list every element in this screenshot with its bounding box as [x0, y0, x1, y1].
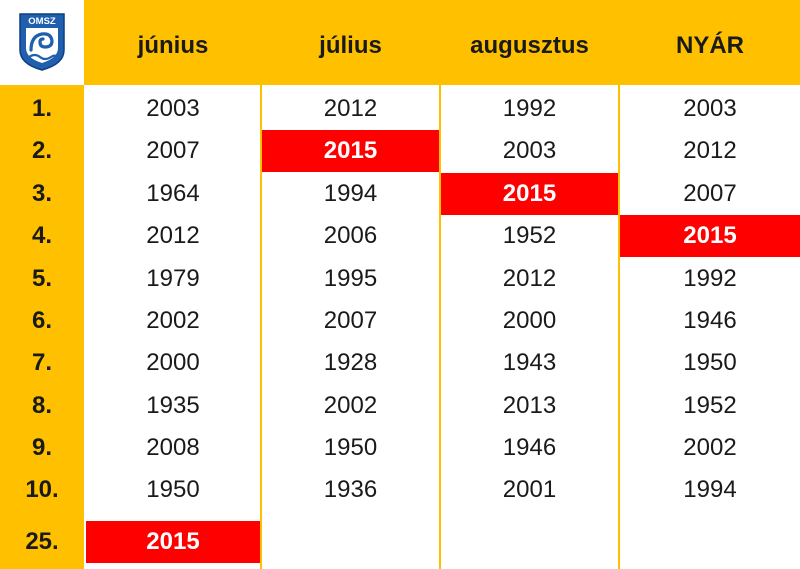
year-cell-june-5: 1979: [146, 265, 200, 292]
year-cell-july-4: 2006: [323, 222, 378, 249]
rank-label-2: 2.: [31, 137, 52, 164]
rank-label-6: 6.: [31, 307, 52, 334]
year-cell-august-7: 1943: [502, 349, 557, 376]
rank-label-4: 4.: [31, 222, 52, 249]
highlight-cell-june-25: 2015: [86, 521, 260, 563]
year-cell-july-10: 1936: [323, 476, 378, 503]
column-divider: [618, 85, 620, 569]
year-cell-august-2: 2003: [502, 137, 557, 164]
rank-label-25: 25.: [25, 528, 59, 555]
highlight-cell-summer-4: 2015: [620, 215, 800, 257]
year-cell-june-6: 2002: [146, 307, 200, 334]
header-summer: NYÁR: [675, 32, 744, 59]
omsz-logo: OMSZ: [19, 13, 65, 71]
year-cell-july-6: 2007: [323, 307, 378, 334]
year-cell-summer-1: 2003: [683, 95, 737, 122]
year-cell-june-1: 2003: [146, 95, 200, 122]
year-cell-june-8: 1935: [146, 392, 200, 419]
year-cell-june-9: 2008: [146, 434, 200, 461]
rank-label-9: 9.: [31, 434, 52, 461]
rank-label-1: 1.: [31, 95, 52, 122]
year-cell-summer-3: 2007: [683, 180, 737, 207]
year-cell-july-8: 2002: [323, 392, 378, 419]
logo-area: OMSZ: [0, 0, 84, 85]
year-cell-august-10: 2001: [502, 476, 557, 503]
highlight-cell-august-3: 2015: [441, 173, 618, 215]
year-cell-summer-6: 1946: [683, 307, 737, 334]
year-cell-summer-9: 2002: [683, 434, 737, 461]
year-cell-august-4: 1952: [502, 222, 557, 249]
rank-label-7: 7.: [31, 349, 52, 376]
rank-label-5: 5.: [31, 265, 52, 292]
year-cell-june-4: 2012: [146, 222, 200, 249]
rank-label-10: 10.: [25, 476, 59, 503]
year-cell-summer-5: 1992: [683, 265, 737, 292]
year-cell-summer-7: 1950: [683, 349, 737, 376]
year-cell-july-3: 1994: [323, 180, 378, 207]
rank-label-8: 8.: [31, 392, 52, 419]
header-august: augusztus: [470, 32, 589, 59]
rank-column: [0, 85, 84, 569]
highlight-cell-july-2: 2015: [262, 130, 439, 172]
logo-text: OMSZ: [28, 16, 56, 27]
year-cell-june-10: 1950: [146, 476, 200, 503]
year-cell-june-2: 2007: [146, 137, 200, 164]
year-cell-july-9: 1950: [323, 434, 378, 461]
year-cell-summer-10: 1994: [683, 476, 737, 503]
year-cell-august-1: 1992: [502, 95, 557, 122]
year-cell-july-1: 2012: [323, 95, 378, 122]
year-cell-august-8: 2013: [502, 392, 557, 419]
year-cell-summer-8: 1952: [683, 392, 737, 419]
year-cell-july-5: 1995: [323, 265, 378, 292]
year-cell-june-7: 2000: [146, 349, 200, 376]
year-cell-july-7: 1928: [323, 349, 378, 376]
year-cell-august-9: 1946: [502, 434, 557, 461]
year-cell-august-6: 2000: [502, 307, 557, 334]
header-july: július: [319, 32, 382, 59]
column-divider: [439, 85, 441, 569]
year-cell-august-5: 2012: [502, 265, 557, 292]
year-cell-june-3: 1964: [146, 180, 200, 207]
header-band: [84, 0, 800, 85]
column-divider: [260, 85, 262, 569]
rank-label-3: 3.: [31, 180, 52, 207]
header-june: június: [137, 32, 209, 59]
year-cell-summer-2: 2012: [683, 137, 737, 164]
